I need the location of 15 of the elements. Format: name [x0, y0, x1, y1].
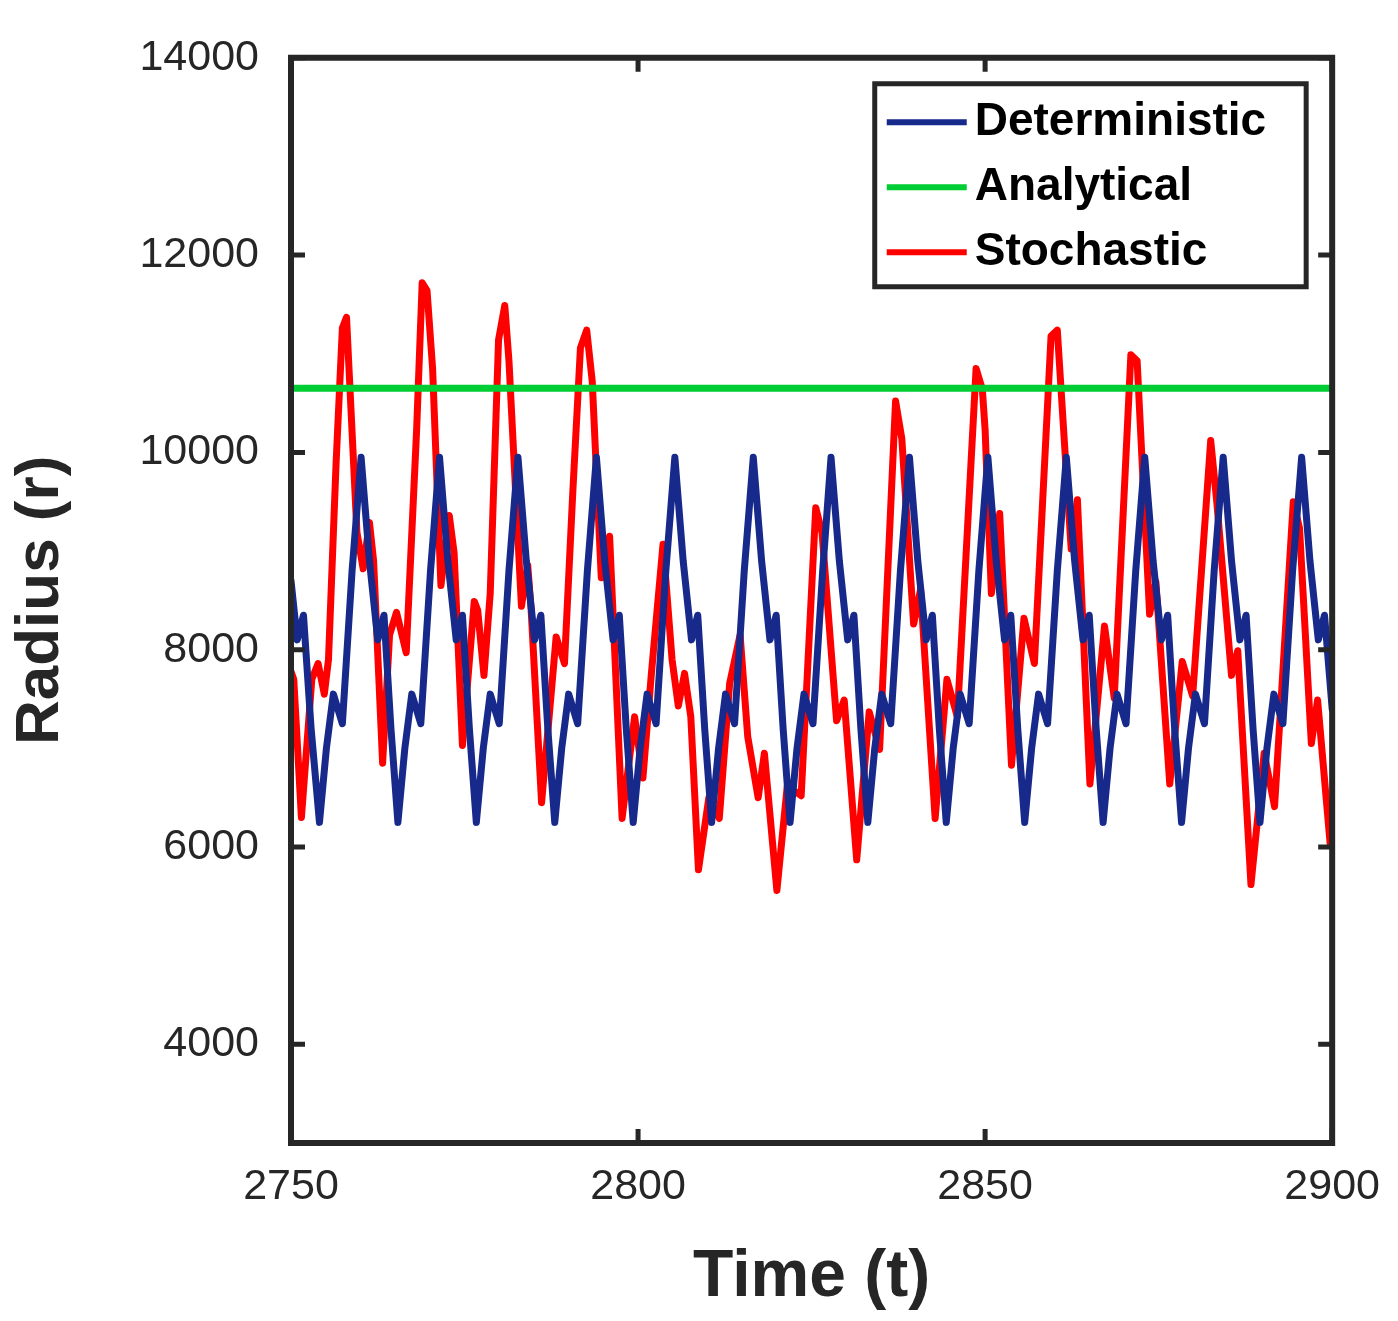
y-axis-title: Radius (r) [2, 455, 72, 746]
y-tick-label: 10000 [139, 425, 259, 474]
y-tick-label: 14000 [139, 30, 259, 79]
legend-label: Deterministic [974, 92, 1267, 145]
x-axis-title: Time (t) [693, 1235, 931, 1310]
x-tick-label: 2750 [243, 1159, 339, 1208]
legend-label: Analytical [974, 157, 1193, 210]
legend-label: Stochastic [974, 222, 1208, 275]
x-tick-label: 2800 [590, 1159, 686, 1208]
y-tick-label: 12000 [139, 227, 259, 276]
x-tick-label: 2850 [937, 1159, 1033, 1208]
y-tick-label: 8000 [163, 622, 259, 671]
y-tick-label: 4000 [163, 1017, 259, 1066]
x-tick-label: 2900 [1284, 1159, 1381, 1208]
y-tick-label: 6000 [163, 819, 259, 868]
